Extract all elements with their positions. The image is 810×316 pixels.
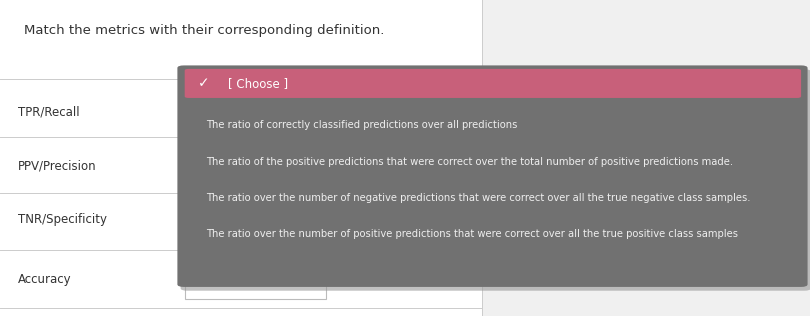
Text: Match the metrics with their corresponding definition.: Match the metrics with their correspondi…: [24, 24, 384, 37]
Bar: [482, 0, 810, 316]
Text: [ Choose ]: [ Choose ]: [228, 77, 288, 90]
Text: ✓: ✓: [198, 76, 209, 90]
FancyBboxPatch shape: [185, 69, 801, 98]
Text: TNR/Specificity: TNR/Specificity: [18, 213, 107, 226]
Bar: [185, 262, 326, 299]
Text: The ratio of correctly classified predictions over all predictions: The ratio of correctly classified predic…: [207, 120, 518, 130]
Text: The ratio over the number of negative predictions that were correct over all the: The ratio over the number of negative pr…: [207, 193, 751, 203]
FancyBboxPatch shape: [181, 69, 810, 291]
Text: Accuracy: Accuracy: [18, 273, 71, 286]
Text: The ratio of the positive predictions that were correct over the total number of: The ratio of the positive predictions th…: [207, 157, 734, 167]
Text: ∨: ∨: [304, 273, 313, 288]
Text: The ratio over the number of positive predictions that were correct over all the: The ratio over the number of positive pr…: [207, 229, 739, 240]
Text: TPR/Recall: TPR/Recall: [18, 106, 79, 119]
FancyBboxPatch shape: [177, 65, 808, 287]
Text: [ Choose ]: [ Choose ]: [194, 276, 251, 285]
Bar: [0, 0, 482, 316]
Text: PPV/Precision: PPV/Precision: [18, 159, 96, 173]
